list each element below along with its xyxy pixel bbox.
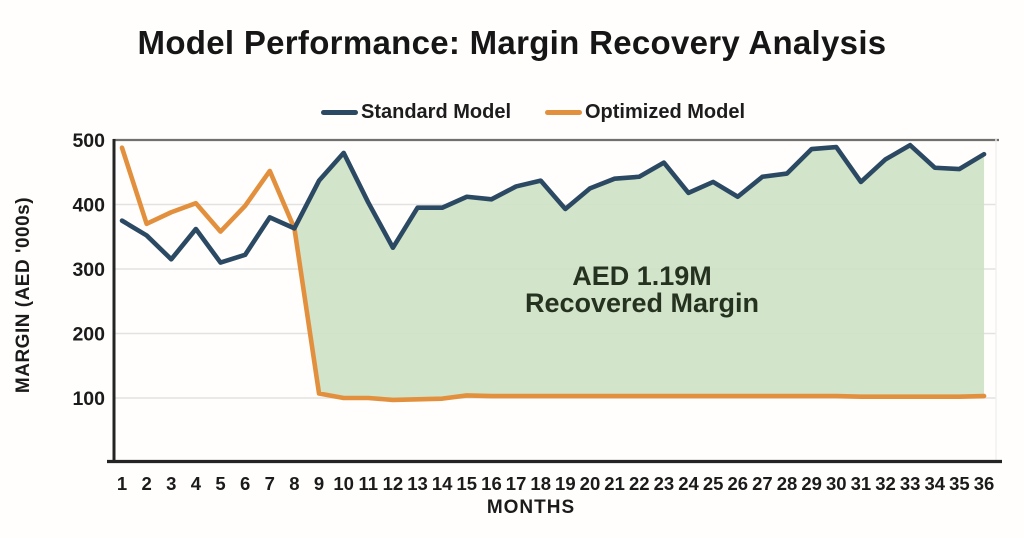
recovered-margin-annotation: AED 1.19M Recovered Margin [525,263,759,317]
y-axis-title: MARGIN (AED '000s) [13,196,34,394]
x-tick-label-7: 7 [265,473,275,494]
recovered-margin-fill [294,145,985,400]
y-tick-label-100: 100 [72,388,105,410]
x-tick-label-32: 32 [875,473,896,494]
x-tick-label-27: 27 [752,473,773,494]
x-tick-label-2: 2 [141,473,151,494]
x-tick-label-11: 11 [359,473,379,494]
x-tick-label-24: 24 [678,473,699,494]
optimized-line-swatch-icon [545,110,582,115]
x-tick-label-16: 16 [481,473,502,494]
optimized-model-line [119,145,987,403]
x-tick-label-10: 10 [333,473,354,494]
x-tick-label-26: 26 [727,473,748,494]
x-tick-label-3: 3 [166,473,176,494]
x-tick-label-9: 9 [314,473,324,494]
x-tick-label-15: 15 [457,473,478,494]
x-tick-label-31: 31 [851,473,872,494]
x-tick-label-21: 21 [604,473,625,494]
standard-model-line [119,142,987,265]
chart-title: Model Performance: Margin Recovery Analy… [137,24,887,61]
legend: Standard Model Optimized Model [21,101,1024,124]
x-tick-label-30: 30 [826,473,847,494]
x-tick-label-25: 25 [703,473,724,494]
legend-label-optimized: Optimized Model [585,101,745,123]
x-tick-label-12: 12 [383,473,404,494]
x-tick-label-20: 20 [580,473,601,494]
x-tick-label-8: 8 [289,473,299,494]
x-tick-label-35: 35 [949,473,970,494]
x-tick-label-18: 18 [530,473,551,494]
x-tick-label-28: 28 [777,473,798,494]
annotation-line1: AED 1.19M [572,261,712,291]
x-tick-label-14: 14 [432,473,453,494]
x-tick-label-29: 29 [801,473,822,494]
y-tick-label-200: 200 [72,324,105,346]
legend-item-optimized: Optimized Model [545,101,745,124]
x-tick-label-6: 6 [240,473,250,494]
y-tick-label-400: 400 [72,195,105,217]
x-tick-label-1: 1 [117,473,127,494]
x-tick-label-34: 34 [925,473,946,494]
x-tick-label-23: 23 [654,473,675,494]
legend-item-standard: Standard Model [320,101,511,124]
x-tick-label-36: 36 [974,473,995,494]
x-tick-label-22: 22 [629,473,650,494]
x-tick-label-19: 19 [555,473,576,494]
standard-line-swatch-icon [320,110,358,115]
x-tick-label-4: 4 [191,473,202,494]
legend-label-standard: Standard Model [360,101,511,123]
x-tick-label-17: 17 [506,473,527,494]
x-tick-label-33: 33 [900,473,921,494]
x-tick-label-13: 13 [407,473,428,494]
y-tick-label-300: 300 [72,259,105,281]
x-tick-label-5: 5 [215,473,225,494]
annotation-line2: Recovered Margin [524,288,760,318]
y-tick-label-500: 500 [72,130,105,152]
x-axis-title: MONTHS [486,497,576,518]
